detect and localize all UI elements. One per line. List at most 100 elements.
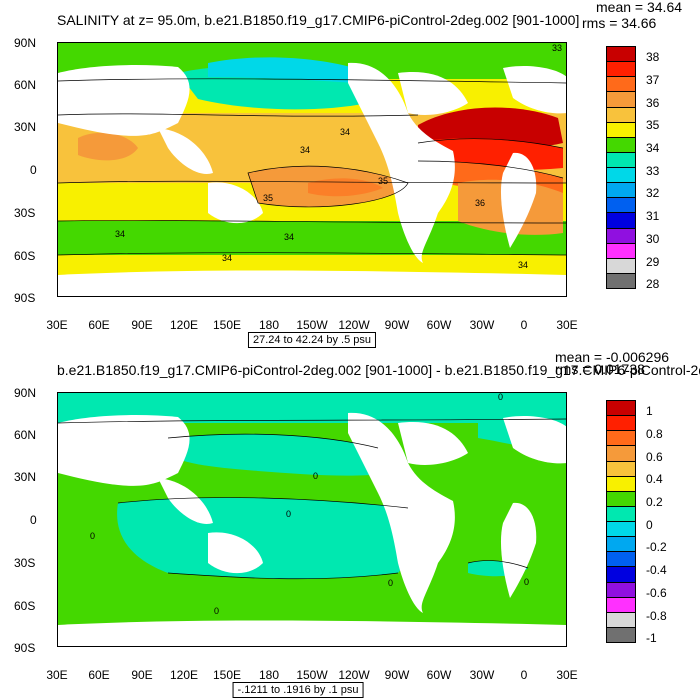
difference-field: 0 0 0 0 0 0 0 xyxy=(58,393,566,646)
lon-label: 120W xyxy=(338,668,370,682)
colorbar-label: 35 xyxy=(646,118,660,133)
lat-label: 90N xyxy=(14,386,37,400)
colorbar-label: 30 xyxy=(646,231,660,246)
lon-label: 150E xyxy=(212,318,242,332)
colorbar-cell xyxy=(606,430,636,447)
lon-label: 30E xyxy=(46,668,68,682)
colorbar-label: -0.2 xyxy=(646,540,667,555)
colorbar-label: -0.4 xyxy=(646,563,667,578)
colorbar xyxy=(606,46,636,289)
lat-label: 90S xyxy=(14,641,36,655)
colorbar-cell xyxy=(606,227,636,244)
colorbar-cell xyxy=(606,182,636,199)
colorbar-cell xyxy=(606,536,636,553)
colorbar-label: -1 xyxy=(646,631,657,646)
lon-label: 30E xyxy=(556,668,578,682)
colorbar-cell xyxy=(606,415,636,432)
lat-label: 0 xyxy=(30,513,37,527)
lon-label: 60E xyxy=(88,668,110,682)
colorbar-cell xyxy=(606,400,636,417)
lat-label: 30S xyxy=(14,556,36,570)
contour-label: 0 xyxy=(90,531,95,541)
lon-label: 90W xyxy=(384,668,410,682)
contour-label: 35 xyxy=(378,176,388,186)
contour-range: -.1211 to .1916 by .1 psu xyxy=(232,682,364,698)
lon-label: 0 xyxy=(520,318,528,332)
colorbar-cell xyxy=(606,121,636,138)
colorbar-label: 38 xyxy=(646,50,660,65)
colorbar-cell xyxy=(606,445,636,462)
colorbar-cell xyxy=(606,197,636,214)
lat-label: 90N xyxy=(14,36,37,50)
colorbar-label: 0.4 xyxy=(646,472,663,487)
difference-map: 0 0 0 0 0 0 0 xyxy=(57,392,567,647)
colorbar-cell xyxy=(606,551,636,568)
contour-range: 27.24 to 42.24 by .5 psu xyxy=(247,332,377,348)
mean-value: mean = 34.64 xyxy=(596,0,683,15)
contour-label: 0 xyxy=(214,606,219,616)
contour-label: 33 xyxy=(552,43,562,53)
colorbar-label: 28 xyxy=(646,277,660,292)
lon-label: 90E xyxy=(131,668,153,682)
colorbar-cell xyxy=(606,596,636,613)
lon-label: 120E xyxy=(169,318,199,332)
colorbar-cell xyxy=(606,475,636,492)
map-title: SALINITY at z= 95.0m, b.e21.B1850.f19_g1… xyxy=(57,12,580,28)
colorbar-cell xyxy=(606,136,636,153)
colorbar xyxy=(606,400,636,643)
colorbar-cell xyxy=(606,611,636,628)
lat-label: 30S xyxy=(14,206,36,220)
colorbar-cell xyxy=(606,566,636,583)
contour-label: 34 xyxy=(222,253,232,263)
map-title: b.e21.B1850.f19_g17.CMIP6-piControl-2deg… xyxy=(57,362,700,378)
colorbar-label: 0.8 xyxy=(646,427,663,442)
contour-label: 36 xyxy=(475,198,485,208)
mean-value: mean = -0.006296 xyxy=(555,349,670,365)
colorbar-cell xyxy=(606,61,636,78)
colorbar-label: 1 xyxy=(646,404,653,419)
lon-label: 120W xyxy=(338,318,370,332)
colorbar-cell xyxy=(606,106,636,123)
colorbar-cell xyxy=(606,46,636,63)
colorbar-label: -0.6 xyxy=(646,585,667,600)
lon-label: 30E xyxy=(46,318,68,332)
contour-label: 0 xyxy=(524,577,529,587)
colorbar-cell xyxy=(606,460,636,477)
colorbar-label: 32 xyxy=(646,186,660,201)
lon-label: 30W xyxy=(469,318,495,332)
salinity-map: 33 34 34 35 35 36 34 34 34 34 xyxy=(57,42,567,297)
lat-label: 30N xyxy=(14,470,37,484)
colorbar-label: 31 xyxy=(646,209,660,224)
lon-label: 120E xyxy=(169,668,199,682)
lat-label: 30N xyxy=(14,120,37,134)
lat-label: 60N xyxy=(14,78,37,92)
colorbar-label: 37 xyxy=(646,73,660,88)
colorbar-label: 29 xyxy=(646,254,660,269)
lon-label: 0 xyxy=(520,668,528,682)
colorbar-label: 36 xyxy=(646,95,660,110)
colorbar-label: 0.6 xyxy=(646,449,663,464)
colorbar-cell xyxy=(606,257,636,274)
contour-label: 34 xyxy=(284,232,294,242)
colorbar-cell xyxy=(606,521,636,538)
lon-label: 60W xyxy=(426,668,452,682)
colorbar-cell xyxy=(606,272,636,289)
contour-label: 34 xyxy=(115,229,125,239)
salinity-field: 33 34 34 35 35 36 34 34 34 34 xyxy=(58,43,566,296)
lat-label: 60S xyxy=(14,249,36,263)
colorbar-cell xyxy=(606,505,636,522)
lon-label: 90W xyxy=(384,318,410,332)
colorbar-label: 34 xyxy=(646,141,660,156)
lon-label: 90E xyxy=(131,318,153,332)
lon-label: 150E xyxy=(212,668,242,682)
lon-label: 30E xyxy=(556,318,578,332)
contour-label: 0 xyxy=(286,509,291,519)
lat-label: 60N xyxy=(14,428,37,442)
rms-value: rms = 0.01738 xyxy=(555,361,645,377)
colorbar-label: -0.8 xyxy=(646,608,667,623)
lon-label: 180 xyxy=(258,668,280,682)
lon-label: 30W xyxy=(469,668,495,682)
colorbar-label: 0.2 xyxy=(646,495,663,510)
contour-label: 34 xyxy=(518,260,528,270)
colorbar-cell xyxy=(606,91,636,108)
